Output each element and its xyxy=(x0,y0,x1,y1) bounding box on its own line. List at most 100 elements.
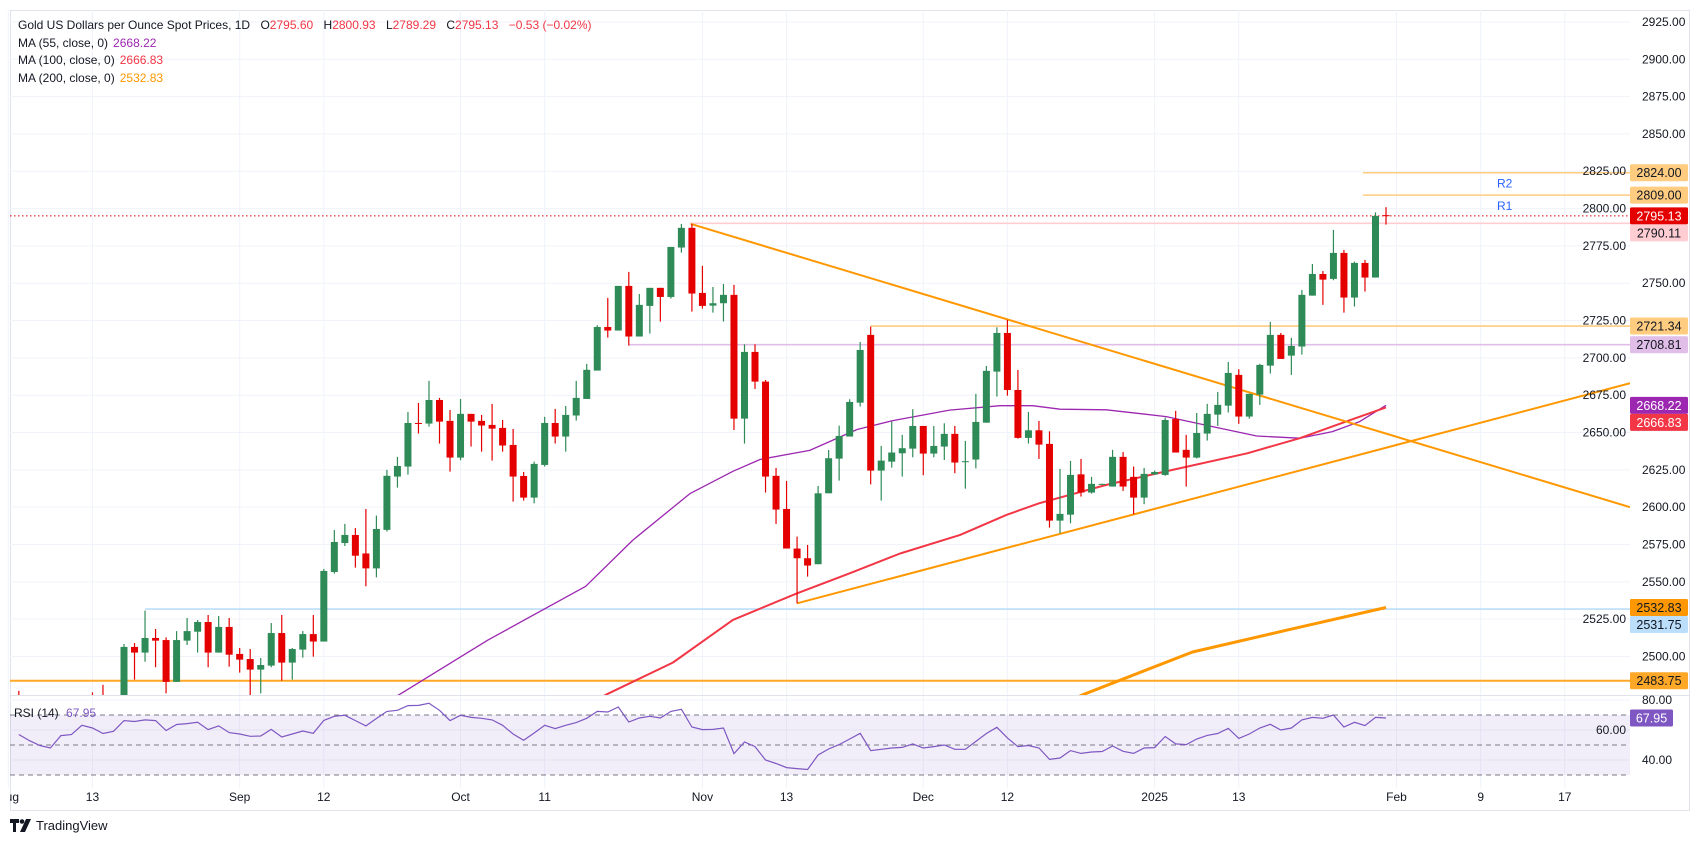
candle[interactable] xyxy=(719,283,727,322)
trendline[interactable] xyxy=(796,382,1630,605)
candle[interactable] xyxy=(288,647,296,680)
candle[interactable] xyxy=(204,614,212,668)
candle[interactable] xyxy=(173,631,181,682)
candle[interactable] xyxy=(246,649,254,695)
candle[interactable] xyxy=(930,425,938,458)
candle[interactable] xyxy=(656,287,664,322)
candle[interactable] xyxy=(1119,451,1127,491)
candle[interactable] xyxy=(993,327,1001,397)
candle[interactable] xyxy=(225,617,233,667)
candle[interactable] xyxy=(1224,361,1232,413)
candle[interactable] xyxy=(1308,263,1316,296)
candle[interactable] xyxy=(1361,259,1369,292)
candle[interactable] xyxy=(372,515,380,578)
candle[interactable] xyxy=(141,610,149,662)
candle[interactable] xyxy=(541,416,549,467)
candle[interactable] xyxy=(467,413,475,447)
candle[interactable] xyxy=(572,380,580,421)
candle[interactable] xyxy=(478,414,486,452)
candle[interactable] xyxy=(1109,449,1117,487)
candle[interactable] xyxy=(1266,321,1274,374)
candle[interactable] xyxy=(362,508,370,587)
candle[interactable] xyxy=(530,461,538,504)
candle[interactable] xyxy=(436,397,444,444)
symbol-title[interactable]: Gold US Dollars per Ounce Spot Prices, 1… xyxy=(18,18,251,32)
candle[interactable] xyxy=(814,485,822,565)
candle[interactable] xyxy=(131,643,139,680)
candle[interactable] xyxy=(972,393,980,469)
candle[interactable] xyxy=(309,614,317,657)
candle[interactable] xyxy=(1256,363,1264,405)
candle[interactable] xyxy=(120,643,128,725)
rsi-line[interactable] xyxy=(18,702,1387,771)
candle[interactable] xyxy=(1350,261,1358,307)
candle[interactable] xyxy=(1172,410,1180,453)
candle[interactable] xyxy=(783,480,791,549)
candle[interactable] xyxy=(393,456,401,488)
candle[interactable] xyxy=(1003,319,1011,396)
candle[interactable] xyxy=(709,286,717,313)
candle[interactable] xyxy=(257,657,265,694)
price-axis[interactable]: 2925.00 2900.00 2875.00 2850.00 2825.00 2800.… xyxy=(1583,15,1688,767)
candle[interactable] xyxy=(1277,332,1285,359)
candle[interactable] xyxy=(740,344,748,444)
candle[interactable] xyxy=(404,411,412,475)
candle[interactable] xyxy=(867,326,875,485)
candle[interactable] xyxy=(299,631,307,658)
candle[interactable] xyxy=(1340,249,1348,313)
candle[interactable] xyxy=(804,544,812,577)
candle[interactable] xyxy=(278,614,286,681)
candle[interactable] xyxy=(267,623,275,668)
candle[interactable] xyxy=(1130,466,1138,515)
candle[interactable] xyxy=(919,425,927,476)
candle[interactable] xyxy=(446,409,454,472)
candle[interactable] xyxy=(646,287,654,334)
candle[interactable] xyxy=(1203,403,1211,441)
candle[interactable] xyxy=(846,399,854,437)
candle[interactable] xyxy=(751,344,759,389)
ma200-legend[interactable]: MA (200, close, 0) 2532.83 xyxy=(18,70,592,88)
candle[interactable] xyxy=(351,528,359,568)
candle[interactable] xyxy=(1182,434,1190,487)
candle[interactable] xyxy=(1098,483,1106,485)
moving-average-line[interactable] xyxy=(566,406,1387,716)
candle[interactable] xyxy=(1329,229,1337,281)
price-pane[interactable]: R2 R1 xyxy=(8,171,1630,846)
rsi-legend[interactable]: RSI (14) 67.95 xyxy=(14,706,96,720)
ma100-legend[interactable]: MA (100, close, 0) 2666.83 xyxy=(18,52,592,70)
candle[interactable] xyxy=(488,403,496,461)
candle[interactable] xyxy=(194,620,202,653)
candle[interactable] xyxy=(320,568,328,642)
candle[interactable] xyxy=(940,423,948,460)
rsi-pane[interactable] xyxy=(10,702,1630,776)
candle[interactable] xyxy=(457,398,465,461)
candle[interactable] xyxy=(1151,470,1159,475)
moving-average-line[interactable] xyxy=(366,404,1387,713)
candle[interactable] xyxy=(614,285,622,331)
candle[interactable] xyxy=(856,341,864,407)
candle[interactable] xyxy=(152,629,160,668)
candle[interactable] xyxy=(1045,431,1053,528)
candle[interactable] xyxy=(825,449,833,494)
candle[interactable] xyxy=(898,434,906,477)
candle[interactable] xyxy=(162,637,170,694)
candle[interactable] xyxy=(835,425,843,481)
candle[interactable] xyxy=(1088,476,1096,494)
candle[interactable] xyxy=(1193,412,1201,459)
candle[interactable] xyxy=(383,469,391,532)
candle[interactable] xyxy=(951,425,959,474)
candle[interactable] xyxy=(341,523,349,546)
candle[interactable] xyxy=(793,536,801,604)
candle[interactable] xyxy=(688,223,696,312)
candle[interactable] xyxy=(183,617,191,645)
moving-average-line[interactable] xyxy=(1039,606,1387,714)
candle[interactable] xyxy=(509,428,517,502)
trendline[interactable] xyxy=(690,222,1630,509)
candle[interactable] xyxy=(667,246,675,299)
candle[interactable] xyxy=(625,271,633,346)
candle[interactable] xyxy=(1077,458,1085,497)
candle[interactable] xyxy=(909,409,917,458)
ma55-legend[interactable]: MA (55, close, 0) 2668.22 xyxy=(18,35,592,53)
candle[interactable] xyxy=(1245,393,1253,419)
